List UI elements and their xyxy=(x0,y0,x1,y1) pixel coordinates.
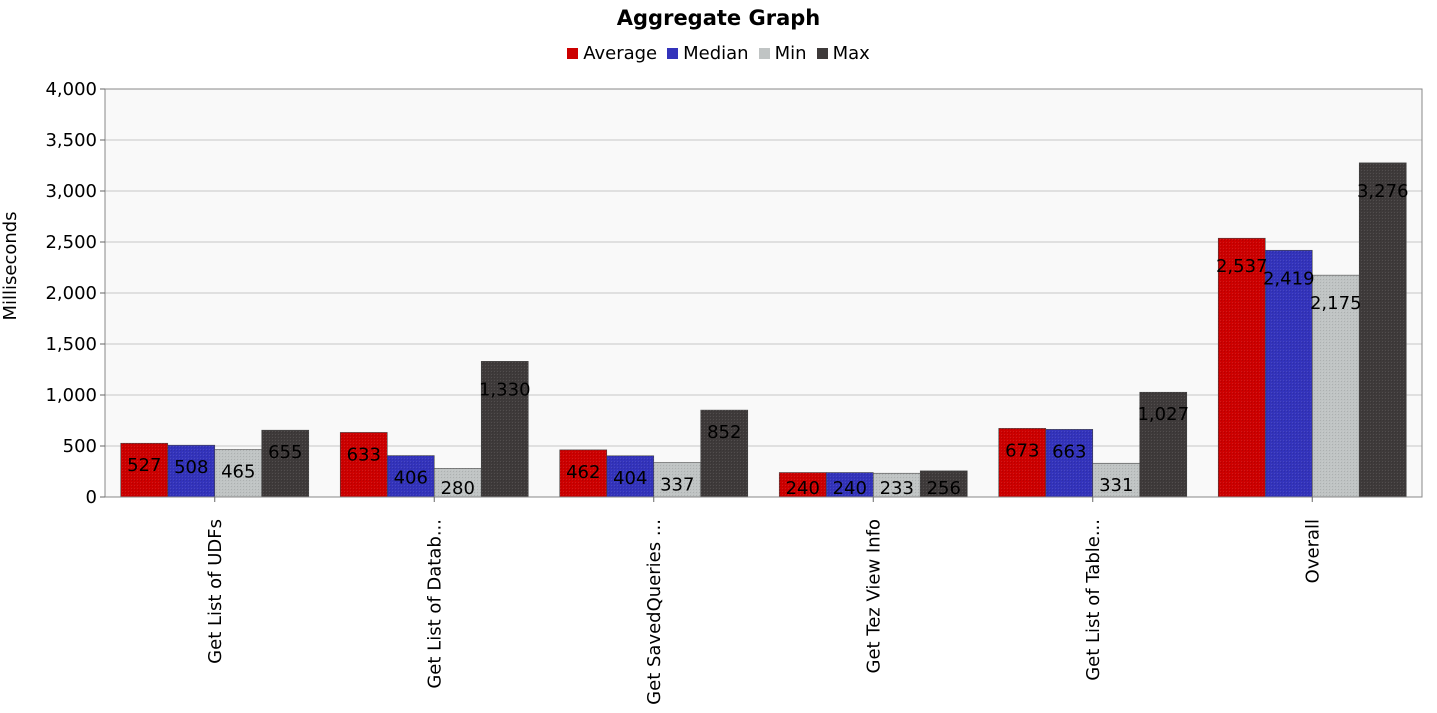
data-label: 3,276 xyxy=(1357,181,1409,202)
data-label: 663 xyxy=(1052,441,1086,462)
bar-texture xyxy=(167,445,215,497)
bar-texture xyxy=(1218,238,1266,497)
bar-texture xyxy=(434,468,482,497)
data-label: 256 xyxy=(927,478,961,499)
legend-item-median: Median xyxy=(667,43,749,64)
y-tick-label: 0 xyxy=(86,487,97,508)
data-label: 2,419 xyxy=(1263,268,1315,289)
bar-texture xyxy=(1312,275,1360,497)
data-label: 2,175 xyxy=(1310,293,1362,314)
bar-texture xyxy=(481,361,529,497)
x-tick-label: Get SavedQueries ... xyxy=(644,519,665,705)
legend: Average Median Min Max xyxy=(0,43,1437,64)
data-label: 2,537 xyxy=(1216,256,1268,277)
legend-label-average: Average xyxy=(583,43,658,64)
bar-texture xyxy=(1139,392,1187,497)
legend-swatch-median xyxy=(667,48,679,59)
bar-texture xyxy=(559,449,607,497)
bar-texture xyxy=(387,455,435,497)
bar-texture xyxy=(700,410,748,497)
y-axis-label: Milliseconds xyxy=(0,211,21,320)
x-tick-label: Get List of Table... xyxy=(1083,519,1104,681)
bar-texture xyxy=(120,443,168,497)
data-label: 331 xyxy=(1099,475,1133,496)
data-label: 240 xyxy=(833,478,867,499)
y-tick-label: 4,000 xyxy=(45,79,97,100)
bar-texture xyxy=(261,430,309,497)
y-tick-label: 3,500 xyxy=(45,130,97,151)
y-tick-label: 1,500 xyxy=(45,334,97,355)
y-tick-label: 500 xyxy=(63,436,97,457)
bars xyxy=(120,162,1407,498)
bar-texture xyxy=(1265,250,1313,497)
legend-label-median: Median xyxy=(683,43,749,64)
legend-item-max: Max xyxy=(816,43,870,64)
bar-texture xyxy=(826,472,874,497)
data-label: 404 xyxy=(613,468,647,489)
y-tick-label: 1,000 xyxy=(45,385,97,406)
data-label: 406 xyxy=(394,468,428,489)
y-tick-label: 2,500 xyxy=(45,232,97,253)
data-label: 508 xyxy=(174,457,208,478)
chart-title: Aggregate Graph xyxy=(616,6,821,30)
legend-item-average: Average xyxy=(567,43,657,64)
bar-texture xyxy=(1092,463,1140,497)
bar-texture xyxy=(1045,429,1093,497)
bar-texture xyxy=(606,455,654,497)
x-tick-label: Get List of UDFs xyxy=(205,519,226,664)
data-label: 655 xyxy=(268,442,302,463)
x-tick-label: Get List of Datab... xyxy=(424,519,445,689)
data-label: 465 xyxy=(221,462,255,483)
bar-texture xyxy=(779,472,827,497)
legend-label-min: Min xyxy=(774,43,807,64)
legend-swatch-average xyxy=(567,48,579,59)
x-tick-label: Get Tez View Info xyxy=(863,519,884,674)
legend-item-min: Min xyxy=(758,43,807,64)
y-tick-label: 2,000 xyxy=(45,283,97,304)
data-label: 527 xyxy=(127,455,161,476)
legend-swatch-max xyxy=(816,48,828,59)
data-label: 633 xyxy=(347,444,381,465)
data-label: 1,027 xyxy=(1137,404,1189,425)
bar-texture xyxy=(873,473,921,497)
data-label: 462 xyxy=(566,462,600,483)
bar-texture xyxy=(340,432,388,497)
data-label: 233 xyxy=(880,478,914,499)
x-tick-label: Overall xyxy=(1302,519,1323,583)
axes: 0 500 1,000 1,500 2,000 2,500 3,000 3,500 4,000 G… xyxy=(45,79,1323,705)
legend-label-max: Max xyxy=(832,43,870,64)
bar-texture xyxy=(920,470,968,497)
legend-swatch-min xyxy=(758,48,770,59)
data-label: 240 xyxy=(786,478,820,499)
y-tick-label: 3,000 xyxy=(45,181,97,202)
bar-texture xyxy=(214,449,262,497)
data-label: 673 xyxy=(1005,440,1039,461)
data-label: 280 xyxy=(441,478,475,499)
data-label: 1,330 xyxy=(479,379,531,400)
data-label: 852 xyxy=(707,422,741,443)
data-label: 337 xyxy=(660,475,694,496)
bar-texture xyxy=(998,428,1046,497)
bar-texture xyxy=(653,462,701,497)
grid-lines xyxy=(105,139,1422,447)
bar-texture xyxy=(1359,162,1407,497)
data-labels: 527 508 465 655 633 406 280 1,330 462 404 337 852 24… xyxy=(127,181,1408,499)
